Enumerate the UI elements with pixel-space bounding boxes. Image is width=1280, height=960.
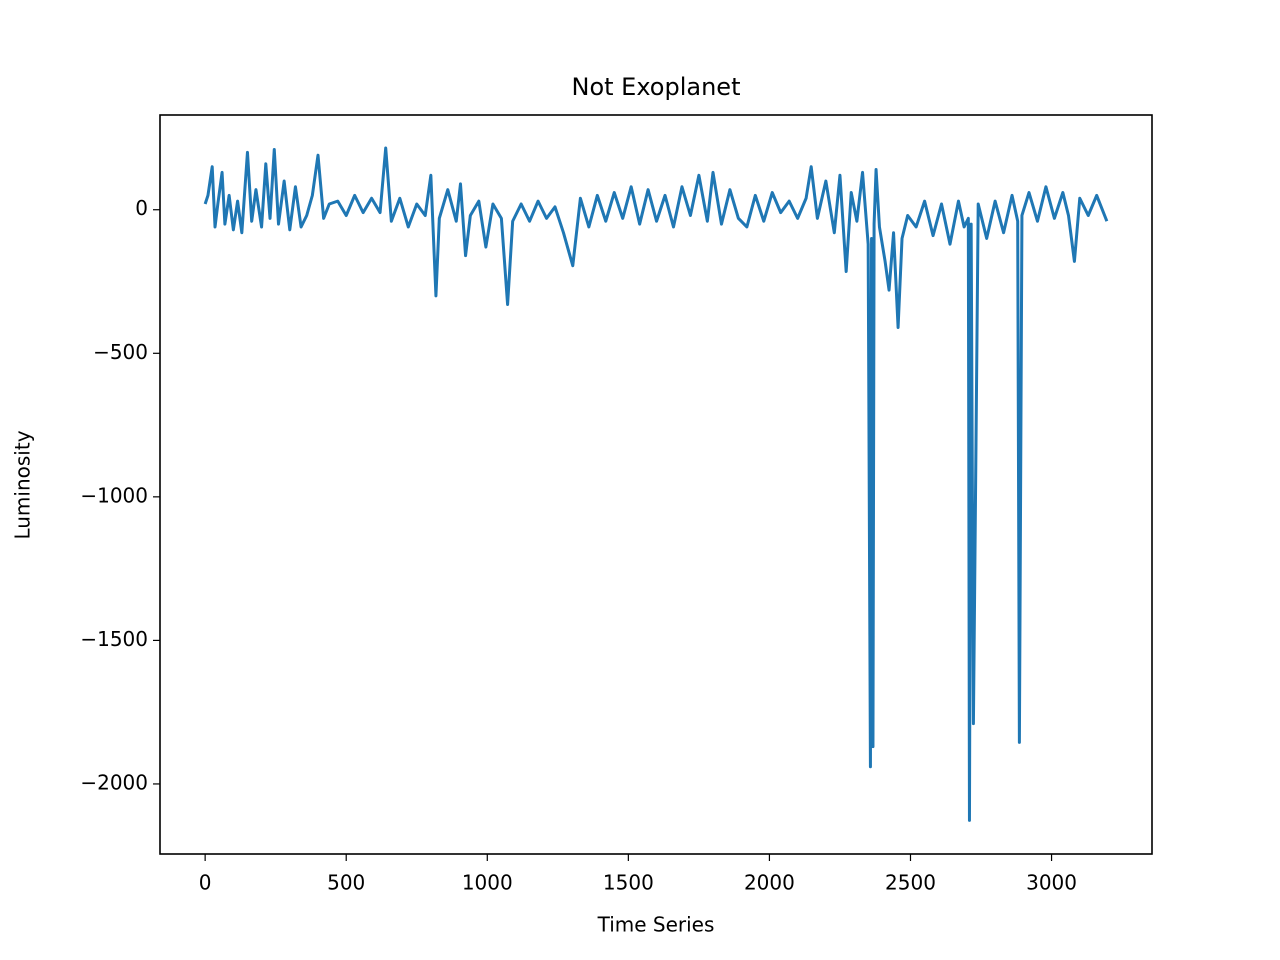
x-tick-label: 1500 — [603, 871, 654, 895]
x-tick-label: 500 — [327, 871, 365, 895]
x-tick-label: 0 — [199, 871, 212, 895]
x-tick-label: 2000 — [744, 871, 795, 895]
chart-title: Not Exoplanet — [572, 73, 741, 101]
y-tick-label: −500 — [93, 340, 148, 364]
y-tick-label: −1500 — [80, 627, 148, 651]
y-tick-label: −1000 — [80, 483, 148, 507]
x-axis-label: Time Series — [597, 913, 715, 937]
x-tick-label: 3000 — [1026, 871, 1077, 895]
data-line — [203, 146, 1109, 822]
y-axis-label: Luminosity — [11, 430, 35, 539]
y-tick-label: 0 — [135, 196, 148, 220]
x-tick-label: 2500 — [885, 871, 936, 895]
y-tick-label: −2000 — [80, 770, 148, 794]
plot-frame — [159, 114, 1153, 855]
x-tick-label: 1000 — [462, 871, 513, 895]
